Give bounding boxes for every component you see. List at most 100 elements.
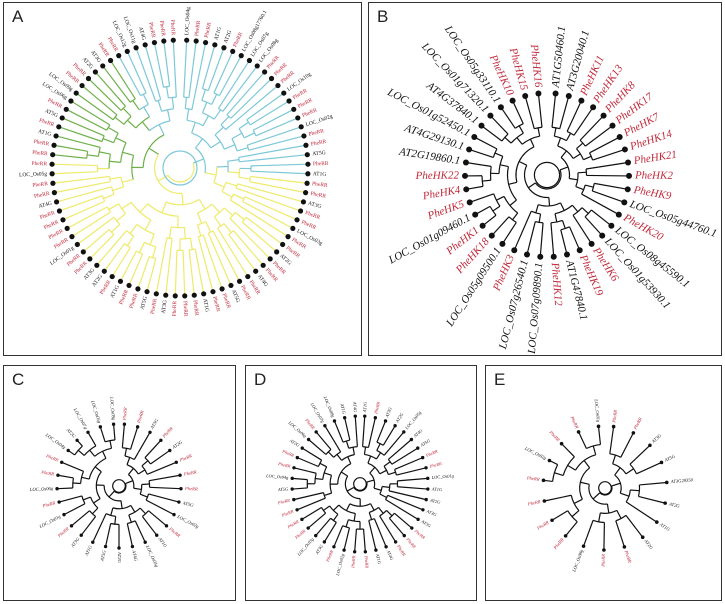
leaf-dot xyxy=(274,249,280,255)
tree-branch xyxy=(237,226,271,260)
leaf-label: PheRR xyxy=(194,20,202,37)
tree-branch xyxy=(535,204,539,214)
tree-branch xyxy=(213,216,222,227)
leaf-dot xyxy=(306,526,310,530)
tree-branch xyxy=(99,151,111,155)
leaf-dot xyxy=(51,142,57,148)
tree-branch xyxy=(376,443,381,451)
tree-branch xyxy=(141,516,158,536)
tree-branch xyxy=(218,55,242,96)
leaf-dot xyxy=(117,546,121,550)
tree-branch xyxy=(103,193,115,200)
tree-branch xyxy=(102,65,131,103)
leaf-label: AT5G xyxy=(44,108,59,119)
leaf-label: PheRR xyxy=(310,191,327,200)
leaf-dot xyxy=(300,446,304,450)
tree-branch xyxy=(620,432,634,458)
tree-branch xyxy=(375,452,382,460)
tree-branch xyxy=(544,496,563,502)
tree-branch xyxy=(233,85,279,123)
leaf-dot xyxy=(306,437,311,442)
leaf-label: AT1G xyxy=(658,521,671,532)
leaf-dot xyxy=(352,550,357,554)
leaf-dot xyxy=(202,39,209,46)
leaf-label: PheRR xyxy=(548,429,561,442)
tree-branch xyxy=(72,482,81,485)
tree-branch xyxy=(120,500,123,509)
tree-branch xyxy=(201,89,206,101)
tree-branch xyxy=(352,447,356,455)
leaf-dot xyxy=(410,526,414,530)
leaf-label: PheRR xyxy=(526,499,541,507)
leaf-dot xyxy=(655,520,659,524)
tree-branch xyxy=(157,174,169,182)
leaf-dot xyxy=(53,199,60,205)
tree-branch xyxy=(354,528,358,552)
leaf-dot xyxy=(75,438,79,442)
leaf-dot xyxy=(69,524,74,528)
tree-arc xyxy=(353,481,368,492)
leaf-dot xyxy=(262,69,268,75)
tree-branch xyxy=(102,451,107,459)
tree-branch xyxy=(126,235,135,246)
tree-branch xyxy=(301,506,322,520)
leaf-label: PheRR xyxy=(183,469,198,476)
tree-branch xyxy=(388,471,396,476)
tree-branch xyxy=(537,127,541,137)
tree-branch xyxy=(346,486,355,492)
leaf-label: AT3G xyxy=(307,201,322,210)
leaf-dot xyxy=(576,247,583,254)
leaf-dot xyxy=(602,548,606,552)
leaf-dot xyxy=(286,98,292,104)
panel-e: PheRR PheRR AT3G AT5G AT3G29350 AT2G AT1G AT2G P… xyxy=(485,365,722,601)
tree-branch xyxy=(246,92,285,121)
leaf-label: AT1G xyxy=(157,536,169,549)
leaf-dot xyxy=(314,430,318,434)
tree-arc xyxy=(534,169,562,190)
tree-branch xyxy=(611,482,621,487)
tree-branch xyxy=(127,468,134,475)
tree-branch xyxy=(625,501,635,508)
tree-branch xyxy=(345,503,351,511)
tree-branch xyxy=(369,467,376,474)
leaf-dot xyxy=(64,225,70,232)
tree-branch xyxy=(71,510,90,527)
tree-branch xyxy=(107,126,119,134)
tree-arc xyxy=(105,513,116,517)
leaf-label: PheRR xyxy=(313,161,329,167)
tree-branch xyxy=(114,516,117,525)
leaf-dot xyxy=(640,535,645,540)
tree-branch xyxy=(557,137,562,147)
tree-branch xyxy=(616,510,622,519)
leaf-dot xyxy=(608,222,615,229)
tree-branch xyxy=(189,238,193,250)
tree-branch xyxy=(61,117,105,137)
leaf-dot xyxy=(49,171,55,177)
leaf-dot xyxy=(563,251,570,258)
tree-branch xyxy=(491,216,510,237)
tree-branch xyxy=(569,177,578,181)
leaf-dot xyxy=(353,414,357,418)
leaf-dot xyxy=(87,256,93,262)
tree-arc xyxy=(122,447,131,450)
leaf-label: PheRR xyxy=(535,520,550,532)
tree-branch xyxy=(387,494,424,511)
leaf-label: PheRR xyxy=(277,461,291,469)
tree-branch xyxy=(225,181,238,187)
leaf-dot xyxy=(68,98,74,104)
tree-arc xyxy=(560,226,570,231)
leaf-label: PheRR xyxy=(167,526,181,539)
tree-branch xyxy=(229,217,239,227)
leaf-dot xyxy=(191,292,197,298)
tree-branch xyxy=(474,136,498,150)
leaf-label: AT2G xyxy=(668,501,681,509)
leaf-dot xyxy=(60,217,66,223)
tree-branch xyxy=(500,106,516,129)
tree-branch xyxy=(81,85,118,116)
leaf-dot xyxy=(69,234,75,240)
leaf-label: AT3G xyxy=(425,508,438,517)
leaf-label: AT5G xyxy=(419,438,432,449)
leaf-dot xyxy=(631,431,636,435)
panel-label-b: B xyxy=(377,7,389,26)
tree-branch xyxy=(183,227,186,239)
